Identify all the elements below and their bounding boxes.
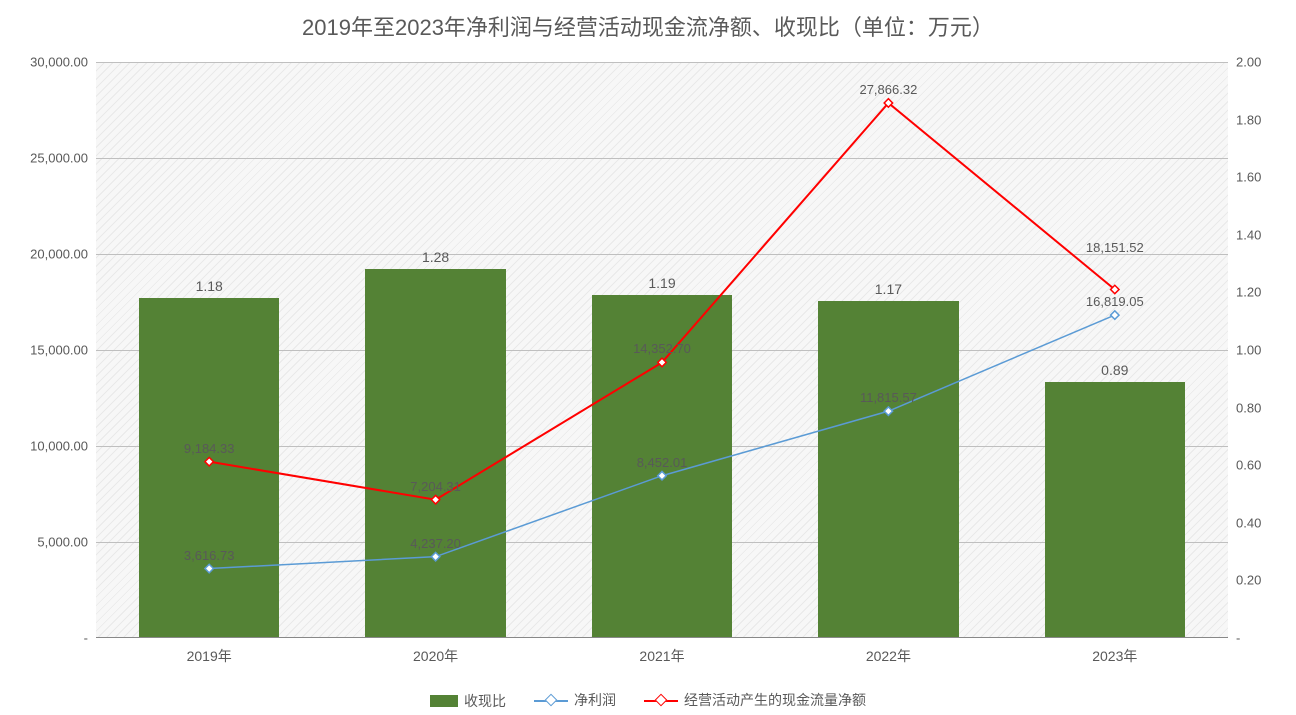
y-left-tick-label: - bbox=[84, 631, 88, 646]
y-left-tick-label: 10,000.00 bbox=[30, 439, 88, 454]
y-left-tick-label: 15,000.00 bbox=[30, 343, 88, 358]
legend-swatch-line bbox=[534, 693, 568, 707]
y-right-tick-label: 1.40 bbox=[1236, 227, 1261, 242]
series-marker bbox=[205, 457, 213, 465]
y-right-tick-label: 0.40 bbox=[1236, 515, 1261, 530]
plot-area: -5,000.0010,000.0015,000.0020,000.0025,0… bbox=[96, 62, 1228, 638]
legend: 收现比 净利润 经营活动产生的现金流量净额 bbox=[0, 690, 1296, 711]
x-tick-label: 2019年 bbox=[187, 646, 232, 666]
series-value-label: 7,204.31 bbox=[410, 479, 461, 494]
y-left-tick-label: 30,000.00 bbox=[30, 55, 88, 70]
legend-label: 经营活动产生的现金流量净额 bbox=[684, 690, 866, 710]
y-right-tick-label: - bbox=[1236, 631, 1240, 646]
series-value-label: 14,352.70 bbox=[633, 341, 691, 356]
legend-item: 收现比 bbox=[430, 691, 506, 711]
bar-value-label: 0.89 bbox=[1101, 362, 1128, 378]
series-marker bbox=[205, 564, 213, 572]
y-right-tick-label: 0.60 bbox=[1236, 458, 1261, 473]
y-left-tick-label: 25,000.00 bbox=[30, 151, 88, 166]
series-marker bbox=[658, 471, 666, 479]
legend-label: 净利润 bbox=[574, 690, 616, 710]
series-value-label: 8,452.01 bbox=[637, 455, 688, 470]
bar-value-label: 1.17 bbox=[875, 281, 902, 297]
bar-value-label: 1.18 bbox=[196, 278, 223, 294]
y-right-tick-label: 1.60 bbox=[1236, 170, 1261, 185]
legend-swatch-line bbox=[644, 693, 678, 707]
y-left-tick-label: 5,000.00 bbox=[37, 535, 88, 550]
series-value-label: 3,616.73 bbox=[184, 548, 235, 563]
chart: 2019年至2023年净利润与经营活动现金流净额、收现比（单位：万元） -5,0… bbox=[0, 0, 1296, 715]
series-value-label: 4,237.20 bbox=[410, 536, 461, 551]
chart-title: 2019年至2023年净利润与经营活动现金流净额、收现比（单位：万元） bbox=[0, 10, 1296, 42]
legend-item: 净利润 bbox=[534, 690, 616, 710]
series-line bbox=[209, 103, 1115, 500]
y-right-tick-label: 0.80 bbox=[1236, 400, 1261, 415]
series-marker bbox=[431, 552, 439, 560]
series-value-label: 11,815.57 bbox=[860, 390, 917, 405]
y-left-tick-label: 20,000.00 bbox=[30, 247, 88, 262]
bar-value-label: 1.19 bbox=[648, 275, 675, 291]
legend-item: 经营活动产生的现金流量净额 bbox=[644, 690, 866, 710]
series-value-label: 18,151.52 bbox=[1086, 240, 1144, 255]
bar-value-label: 1.28 bbox=[422, 249, 449, 265]
y-right-tick-label: 1.80 bbox=[1236, 112, 1261, 127]
series-value-label: 9,184.33 bbox=[184, 441, 235, 456]
x-tick-label: 2020年 bbox=[413, 646, 458, 666]
series-value-label: 27,866.32 bbox=[859, 82, 917, 97]
series-marker bbox=[1111, 311, 1119, 319]
legend-swatch-bar bbox=[430, 695, 458, 707]
y-right-tick-label: 1.20 bbox=[1236, 285, 1261, 300]
y-right-tick-label: 2.00 bbox=[1236, 55, 1261, 70]
y-right-tick-label: 1.00 bbox=[1236, 343, 1261, 358]
series-value-label: 16,819.05 bbox=[1086, 294, 1144, 309]
y-right-tick-label: 0.20 bbox=[1236, 573, 1261, 588]
x-tick-label: 2022年 bbox=[866, 646, 911, 666]
series-marker bbox=[431, 495, 439, 503]
legend-label: 收现比 bbox=[464, 691, 506, 711]
x-tick-label: 2023年 bbox=[1092, 646, 1137, 666]
x-tick-label: 2021年 bbox=[639, 646, 684, 666]
series-marker bbox=[884, 407, 892, 415]
